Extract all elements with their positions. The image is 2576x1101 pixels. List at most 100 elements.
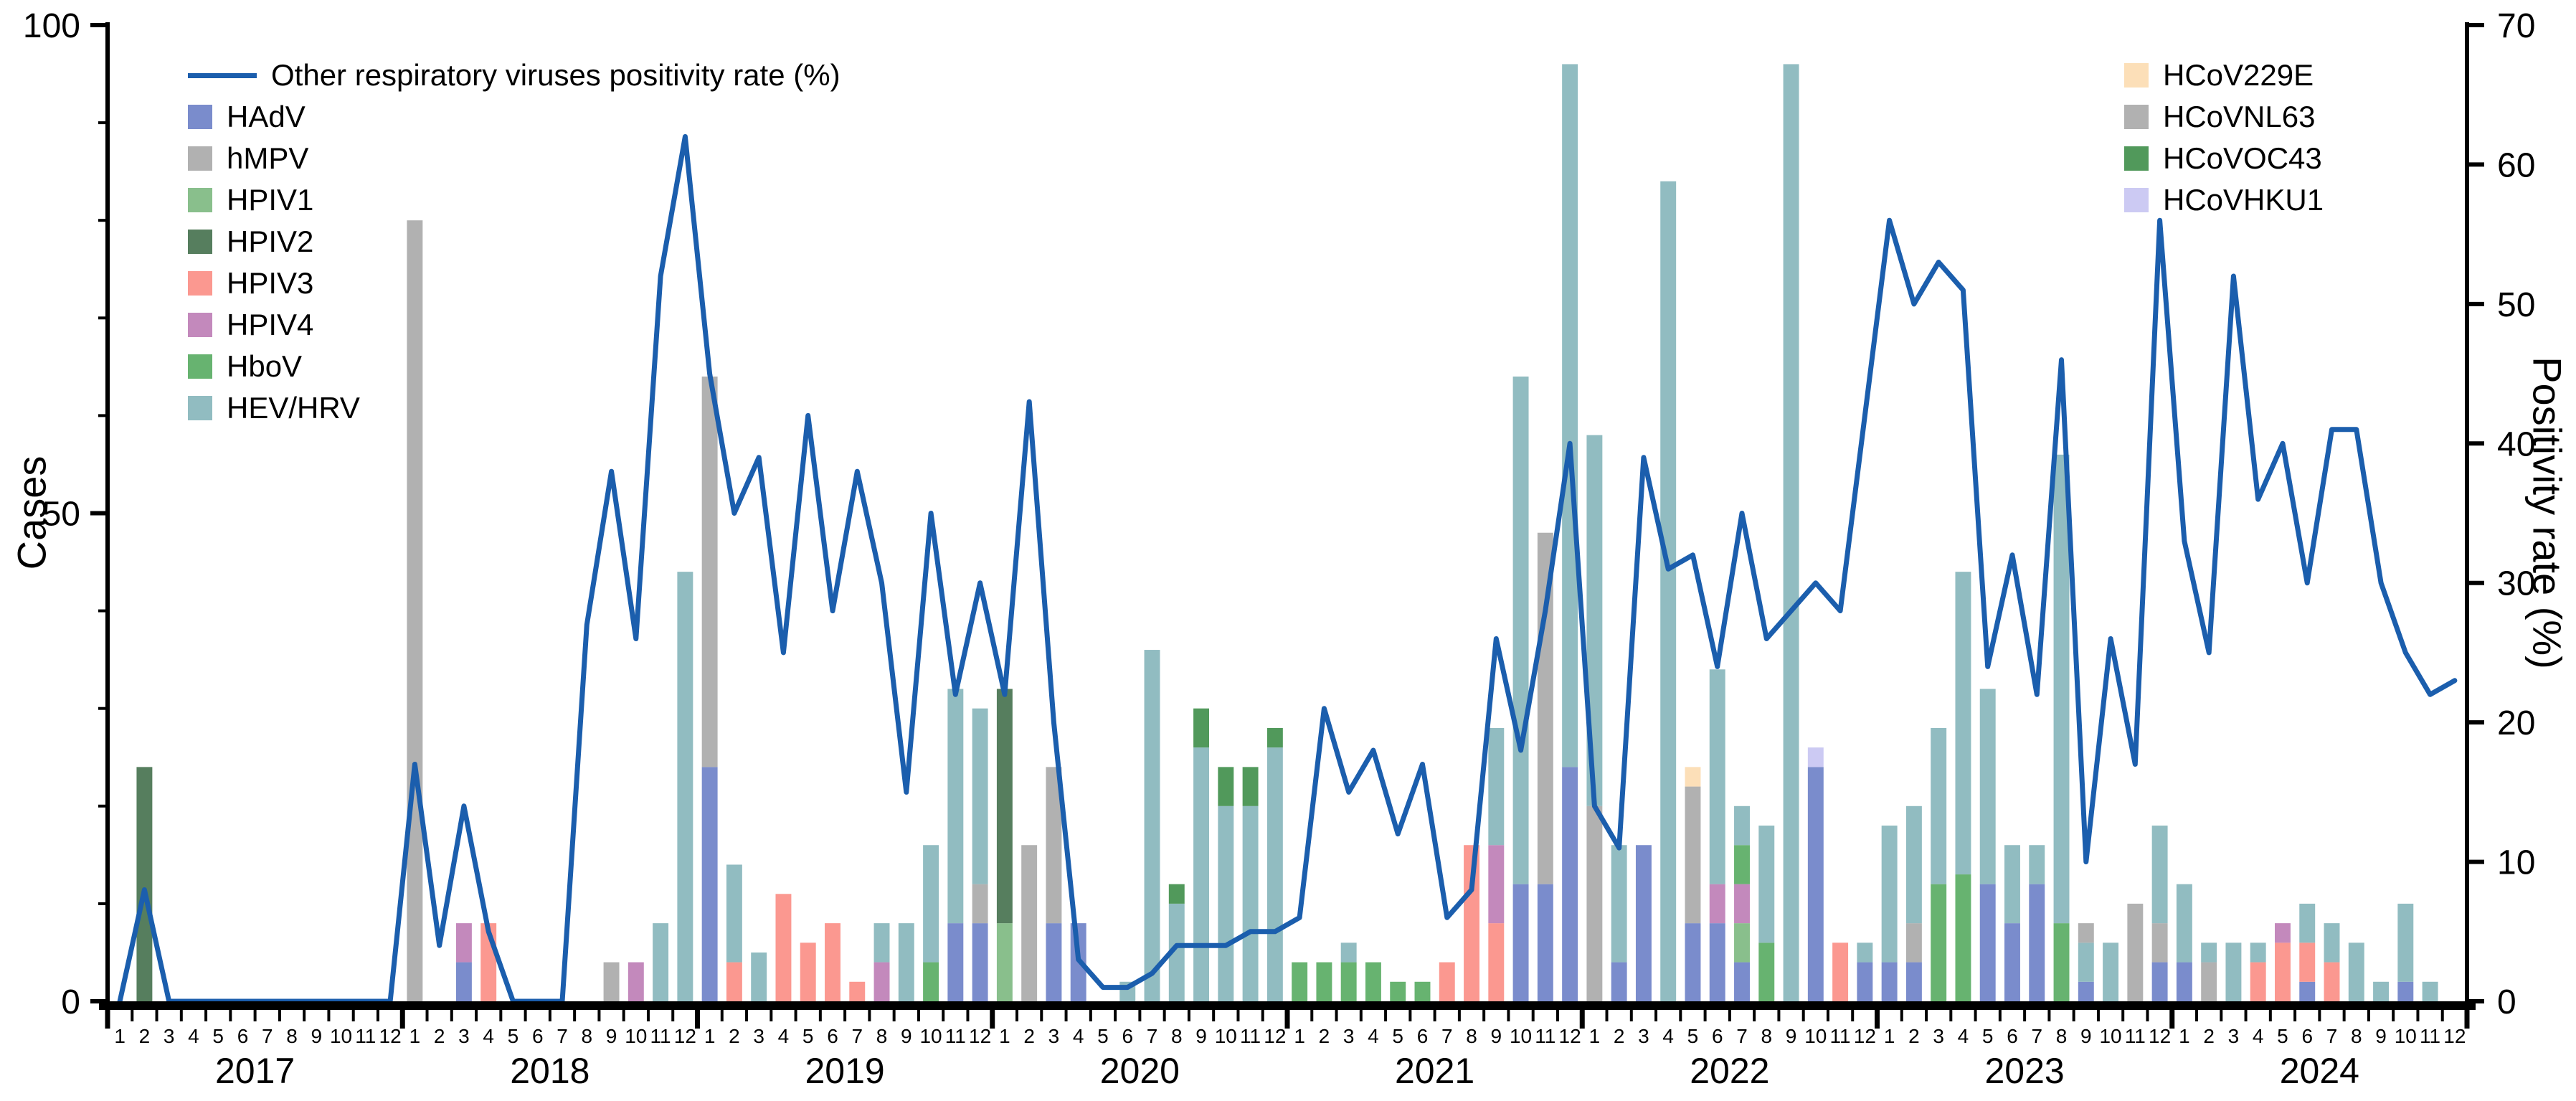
svg-text:5: 5 [1982,1025,1994,1047]
svg-text:8: 8 [1466,1025,1477,1047]
svg-text:2017: 2017 [215,1051,295,1091]
svg-text:9: 9 [311,1025,323,1047]
svg-text:1: 1 [704,1025,716,1047]
svg-text:1: 1 [1589,1025,1601,1047]
legend-item: HCoV229E [2124,55,2324,96]
svg-text:5: 5 [212,1025,224,1047]
svg-text:5: 5 [1687,1025,1699,1047]
color-swatch-icon [2124,105,2149,129]
legend-item: HPIV2 [188,221,840,263]
svg-text:6: 6 [1712,1025,1723,1047]
svg-text:2: 2 [1319,1025,1330,1047]
svg-text:60: 60 [2497,146,2535,184]
svg-text:10: 10 [2395,1025,2417,1047]
legend-label: HCoVOC43 [2163,141,2322,175]
svg-text:6: 6 [1122,1025,1133,1047]
legend-label: HPIV3 [227,266,314,300]
legend-label: HPIV1 [227,183,314,217]
svg-text:12: 12 [674,1025,696,1047]
svg-text:12: 12 [2149,1025,2171,1047]
legend-item: HAdV [188,96,840,138]
color-swatch-icon [2124,146,2149,171]
svg-text:6: 6 [2007,1025,2018,1047]
svg-text:3: 3 [1638,1025,1649,1047]
legend-right: HCoV229E HCoVNL63 HCoVOC43 HCoVHKU1 [2124,55,2324,221]
svg-text:0: 0 [2497,983,2516,1021]
legend-item: HboV [188,346,840,387]
svg-text:7: 7 [851,1025,863,1047]
svg-text:50: 50 [2497,286,2535,324]
svg-text:70: 70 [2497,7,2535,45]
svg-text:8: 8 [2056,1025,2068,1047]
svg-text:6: 6 [532,1025,544,1047]
legend-item: hMPV [188,138,840,179]
svg-text:5: 5 [1392,1025,1403,1047]
svg-text:8: 8 [1171,1025,1183,1047]
svg-text:2020: 2020 [1100,1051,1180,1091]
line-swatch-icon [188,72,257,78]
svg-text:3: 3 [753,1025,764,1047]
legend-label: HPIV2 [227,225,314,258]
svg-text:2: 2 [2203,1025,2215,1047]
color-swatch-icon [2124,63,2149,88]
svg-text:4: 4 [188,1025,199,1047]
svg-text:10: 10 [2099,1025,2121,1047]
svg-text:10: 10 [1510,1025,1532,1047]
svg-text:12: 12 [379,1025,402,1047]
legend-label: hMPV [227,141,309,175]
color-swatch-icon [188,396,212,420]
legend-item: HCoVOC43 [2124,138,2324,179]
svg-text:2: 2 [1614,1025,1625,1047]
svg-text:10: 10 [1215,1025,1237,1047]
right-axis-title: Positivity rate (%) [2524,356,2570,669]
svg-text:4: 4 [2253,1025,2264,1047]
svg-text:11: 11 [355,1025,376,1047]
svg-text:7: 7 [557,1025,568,1047]
svg-text:8: 8 [2351,1025,2362,1047]
legend-label: HAdV [227,100,306,133]
svg-text:1: 1 [409,1025,421,1047]
color-swatch-icon [188,313,212,337]
svg-text:2023: 2023 [1985,1051,2065,1091]
legend-item: HCoVHKU1 [2124,179,2324,221]
color-swatch-icon [188,105,212,129]
svg-text:40: 40 [2497,425,2535,463]
svg-text:7: 7 [1147,1025,1158,1047]
legend-item: HEV/HRV [188,387,840,429]
svg-text:9: 9 [2080,1025,2092,1047]
svg-text:9: 9 [2375,1025,2387,1047]
svg-text:7: 7 [262,1025,273,1047]
svg-text:2: 2 [434,1025,445,1047]
svg-text:12: 12 [1854,1025,1876,1047]
color-swatch-icon [2124,188,2149,212]
svg-text:2: 2 [729,1025,740,1047]
svg-text:7: 7 [2031,1025,2042,1047]
left-axis-title: Cases [9,455,55,570]
svg-text:2: 2 [1023,1025,1035,1047]
svg-text:11: 11 [650,1025,671,1047]
svg-text:4: 4 [1073,1025,1084,1047]
svg-text:12: 12 [1559,1025,1581,1047]
svg-text:5: 5 [508,1025,519,1047]
svg-text:0: 0 [61,983,80,1021]
svg-text:4: 4 [1958,1025,1969,1047]
svg-text:12: 12 [969,1025,991,1047]
svg-text:3: 3 [1933,1025,1944,1047]
svg-text:4: 4 [1368,1025,1379,1047]
svg-text:10: 10 [330,1025,352,1047]
svg-text:8: 8 [581,1025,592,1047]
svg-text:8: 8 [876,1025,888,1047]
svg-text:10: 10 [919,1025,942,1047]
legend-label: Other respiratory viruses positivity rat… [271,58,840,92]
legend-item: Other respiratory viruses positivity rat… [188,55,840,96]
svg-text:1: 1 [999,1025,1010,1047]
svg-text:11: 11 [1830,1025,1851,1047]
svg-text:10: 10 [2497,844,2535,882]
color-swatch-icon [188,230,212,254]
svg-text:1: 1 [1294,1025,1305,1047]
svg-text:2021: 2021 [1395,1051,1474,1091]
svg-text:9: 9 [901,1025,912,1047]
svg-text:11: 11 [1535,1025,1555,1047]
svg-text:7: 7 [1441,1025,1453,1047]
svg-text:6: 6 [2301,1025,2313,1047]
